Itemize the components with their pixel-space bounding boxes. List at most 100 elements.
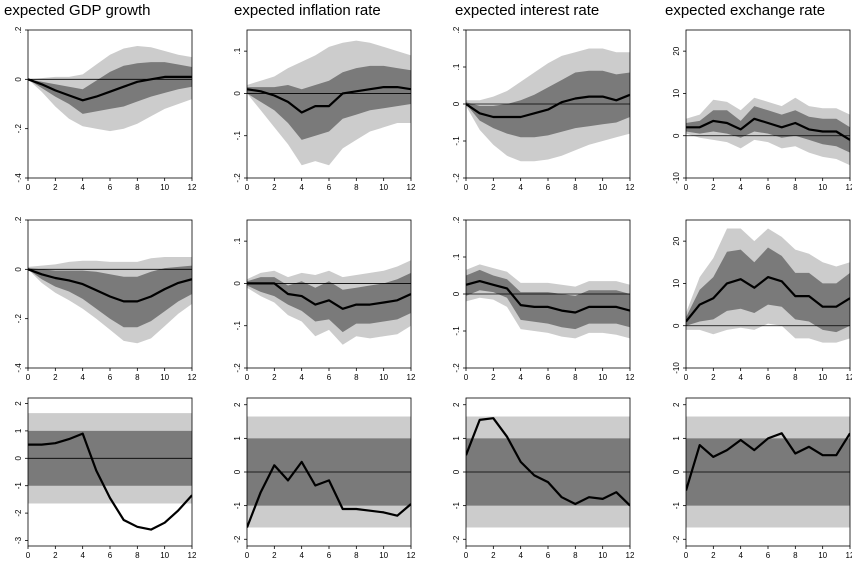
y-tick-label: -.1 <box>233 130 242 140</box>
plot-area <box>466 264 630 339</box>
x-tick-label: 0 <box>245 551 250 560</box>
x-tick-label: 10 <box>379 373 388 382</box>
plot-area <box>28 257 192 344</box>
x-tick-label: 10 <box>160 551 169 560</box>
x-tick-label: 12 <box>407 373 416 382</box>
x-tick-label: 8 <box>793 183 798 192</box>
y-tick-label: -.2 <box>14 123 23 133</box>
y-tick-label: .1 <box>233 237 242 244</box>
x-tick-label: 10 <box>160 373 169 382</box>
x-tick-label: 8 <box>354 551 359 560</box>
y-tick-label: .1 <box>233 47 242 54</box>
x-tick-label: 10 <box>818 373 827 382</box>
x-tick-label: 10 <box>160 183 169 192</box>
x-tick-label: 12 <box>407 183 416 192</box>
y-tick-label: -10 <box>672 172 681 184</box>
x-tick-label: 4 <box>299 183 304 192</box>
x-tick-label: 2 <box>491 183 496 192</box>
x-tick-label: 6 <box>766 373 771 382</box>
x-tick-label: 8 <box>135 551 140 560</box>
y-tick-label: 0 <box>233 91 242 96</box>
y-tick-label: -.2 <box>452 363 461 373</box>
y-tick-label: 0 <box>452 291 461 296</box>
plot-area <box>686 416 850 528</box>
x-tick-label: 2 <box>272 551 277 560</box>
x-tick-label: 0 <box>464 551 469 560</box>
x-tick-label: 4 <box>299 551 304 560</box>
response-line <box>247 86 411 114</box>
x-tick-label: 2 <box>272 183 277 192</box>
x-tick-label: 0 <box>684 551 689 560</box>
y-tick-label: -2 <box>233 535 242 543</box>
x-tick-label: 10 <box>818 551 827 560</box>
x-tick-label: 0 <box>464 183 469 192</box>
x-tick-label: 0 <box>245 373 250 382</box>
y-tick-label: -2 <box>672 535 681 543</box>
y-tick-label: .2 <box>452 26 461 33</box>
x-tick-label: 0 <box>26 183 31 192</box>
x-tick-label: 4 <box>518 373 523 382</box>
x-tick-label: 4 <box>518 551 523 560</box>
y-tick-label: 20 <box>672 46 681 55</box>
plot-area <box>247 40 411 166</box>
x-tick-label: 6 <box>327 373 332 382</box>
column-title-gdp: expected GDP growth <box>4 2 151 19</box>
x-tick-label: 2 <box>53 551 58 560</box>
panel-r1-c3: 0 2 4 6 8 10 12 -.2 -.1 0 .1 .2 <box>452 26 635 192</box>
x-tick-label: 0 <box>464 373 469 382</box>
panel-r1-c1: 0 2 4 6 8 10 12 -.4 -.2 0 .2 <box>14 26 197 192</box>
inner-confidence-band <box>686 106 850 153</box>
x-tick-label: 8 <box>793 551 798 560</box>
inner-confidence-band <box>247 65 411 140</box>
y-tick-label: .2 <box>14 26 23 33</box>
x-tick-label: 8 <box>135 183 140 192</box>
x-tick-label: 10 <box>598 183 607 192</box>
x-tick-label: 4 <box>80 551 85 560</box>
y-tick-label: -.2 <box>233 363 242 373</box>
x-tick-label: 8 <box>354 373 359 382</box>
x-tick-label: 12 <box>626 551 635 560</box>
panel-r2-c2: 0 2 4 6 8 10 12 -.2 -.1 0 .1 <box>233 219 416 382</box>
panel-r1-c2: 0 2 4 6 8 10 12 -.2 -.1 0 .1 <box>233 29 416 192</box>
y-tick-label: -3 <box>14 536 23 544</box>
x-tick-label: 10 <box>598 373 607 382</box>
column-title-exchange: expected exchange rate <box>665 2 826 19</box>
x-tick-label: 2 <box>491 373 496 382</box>
response-line <box>28 268 192 303</box>
y-tick-label: -1 <box>672 502 681 510</box>
y-tick-label: 10 <box>672 88 681 97</box>
x-tick-label: 6 <box>108 373 113 382</box>
response-line <box>247 282 411 310</box>
inner-confidence-band <box>686 247 850 333</box>
plot-area <box>686 228 850 343</box>
x-tick-label: 6 <box>108 551 113 560</box>
x-tick-label: 10 <box>598 551 607 560</box>
response-line <box>686 117 850 141</box>
y-tick-label: 10 <box>672 278 681 287</box>
x-tick-label: 4 <box>518 183 523 192</box>
x-tick-label: 0 <box>245 183 250 192</box>
y-tick-label: -.1 <box>233 320 242 330</box>
x-tick-label: 8 <box>573 373 578 382</box>
y-tick-label: .1 <box>452 63 461 70</box>
x-tick-label: 12 <box>846 183 852 192</box>
x-tick-label: 0 <box>684 183 689 192</box>
y-tick-label: -.2 <box>14 313 23 323</box>
y-tick-label: 0 <box>452 101 461 106</box>
y-tick-label: 2 <box>672 402 681 407</box>
plot-area <box>247 416 411 528</box>
plot-area <box>686 97 850 166</box>
x-tick-label: 4 <box>738 183 743 192</box>
y-tick-label: 0 <box>14 267 23 272</box>
x-tick-label: 4 <box>80 373 85 382</box>
x-tick-label: 0 <box>26 551 31 560</box>
x-tick-label: 2 <box>53 183 58 192</box>
y-tick-label: 1 <box>452 436 461 441</box>
x-tick-label: 10 <box>379 183 388 192</box>
x-tick-label: 2 <box>711 551 716 560</box>
panel-r2-c3: 0 2 4 6 8 10 12 -.2 -.1 0 .1 .2 <box>452 216 635 382</box>
response-line <box>686 432 850 491</box>
